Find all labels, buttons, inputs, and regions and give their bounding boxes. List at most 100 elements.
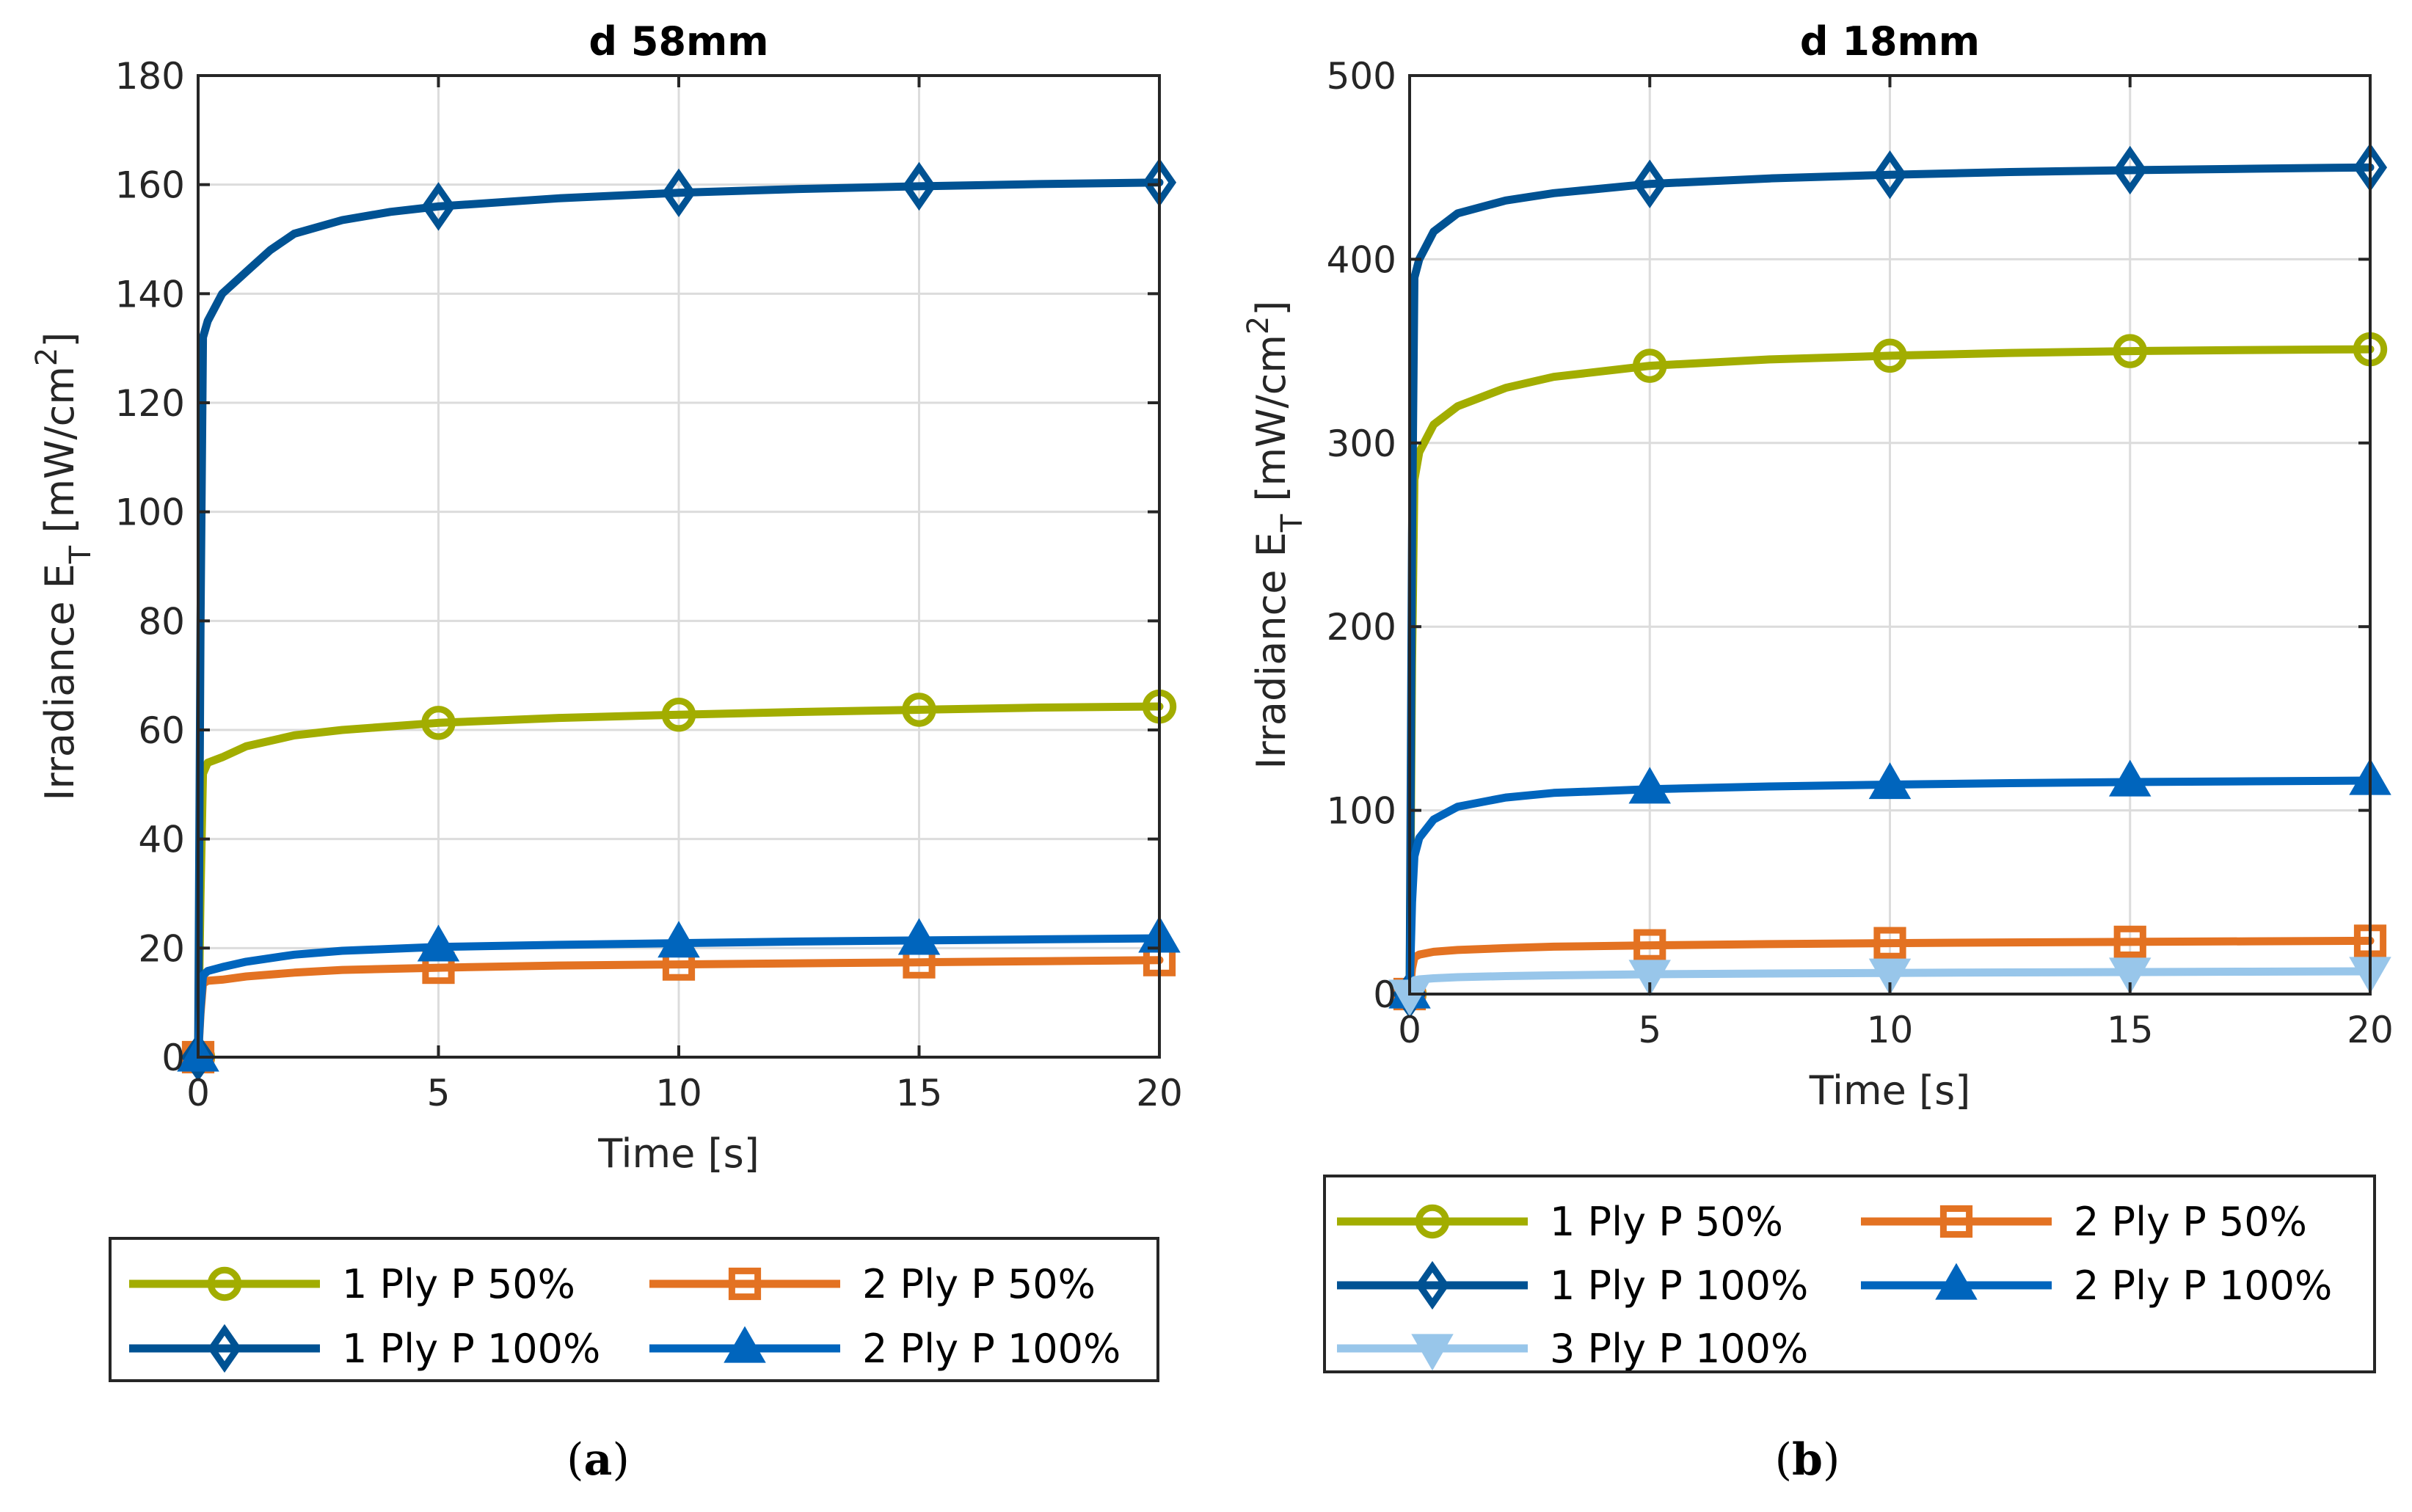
y-tick-label: 80 bbox=[138, 600, 185, 643]
legend-label: 1 Ply P 100% bbox=[1550, 1263, 1808, 1309]
x-tick-label: 0 bbox=[1398, 1009, 1421, 1051]
data-point bbox=[2113, 145, 2147, 195]
y-tick-label: 300 bbox=[1327, 423, 1396, 465]
x-tick-label: 20 bbox=[1136, 1072, 1183, 1114]
y-tick-label: 0 bbox=[1373, 974, 1396, 1016]
x-tick-label: 15 bbox=[896, 1072, 943, 1114]
legend-marker bbox=[1415, 1260, 1450, 1310]
legend-marker bbox=[207, 1266, 242, 1301]
data-point bbox=[421, 706, 456, 740]
legend-label: 2 Ply P 100% bbox=[862, 1326, 1121, 1372]
y-tick-label: 100 bbox=[1327, 790, 1396, 833]
panel-caption: (a) bbox=[566, 1434, 630, 1486]
legend-entry: 1 Ply P 50% bbox=[129, 1261, 575, 1307]
legend-entry: 1 Ply P 50% bbox=[1337, 1199, 1783, 1245]
series-line bbox=[1405, 163, 2375, 998]
x-axis-label: Time [s] bbox=[597, 1131, 759, 1177]
data-point bbox=[902, 161, 936, 211]
panel-caption: (b) bbox=[1775, 1434, 1840, 1486]
data-point bbox=[2113, 334, 2147, 368]
series-2-ply-p-100- bbox=[1388, 758, 2391, 1009]
legend-box bbox=[1323, 1175, 2376, 1373]
legend-marker bbox=[724, 1326, 766, 1363]
y-tick-label: 100 bbox=[115, 492, 185, 534]
chart-title: d 58mm bbox=[589, 18, 768, 65]
legend-marker bbox=[1935, 1263, 1978, 1300]
y-tick-label: 0 bbox=[161, 1037, 185, 1079]
legend-entry: 1 Ply P 100% bbox=[1337, 1260, 1808, 1310]
x-tick-label: 5 bbox=[1638, 1009, 1661, 1051]
data-point bbox=[2113, 925, 2146, 958]
data-point bbox=[902, 693, 936, 727]
legend-label: 1 Ply P 50% bbox=[342, 1261, 575, 1307]
x-tick-label: 10 bbox=[1867, 1009, 1914, 1051]
data-point bbox=[1633, 348, 1667, 383]
data-point bbox=[1873, 927, 1906, 960]
legend-entry: 1 Ply P 100% bbox=[129, 1323, 600, 1373]
data-point bbox=[417, 924, 460, 962]
legend: 1 Ply P 50% 2 Ply P 50% 1 Ply P 100% 2 Ply … bbox=[109, 1237, 1159, 1382]
x-tick-label: 15 bbox=[2107, 1009, 2154, 1051]
data-point bbox=[1628, 767, 1672, 804]
legend-marker bbox=[1415, 1204, 1450, 1239]
data-point bbox=[1873, 150, 1907, 200]
legend-entry: 2 Ply P 100% bbox=[1861, 1263, 2332, 1309]
legend-entry: 3 Ply P 100% bbox=[1337, 1326, 1808, 1372]
data-point bbox=[2108, 957, 2152, 995]
series-line bbox=[1405, 776, 2375, 998]
legend-label: 1 Ply P 100% bbox=[342, 1326, 600, 1372]
data-point bbox=[421, 182, 456, 231]
data-point bbox=[897, 918, 941, 955]
data-point bbox=[1628, 960, 1672, 997]
x-tick-label: 10 bbox=[655, 1072, 702, 1114]
chart-title: d 18mm bbox=[1800, 18, 1980, 65]
y-tick-label: 160 bbox=[115, 164, 185, 207]
series-line bbox=[1405, 936, 2375, 998]
y-tick-label: 40 bbox=[138, 819, 185, 861]
data-point bbox=[1873, 338, 1907, 373]
y-tick-label: 180 bbox=[115, 55, 185, 98]
data-point bbox=[2108, 759, 2152, 797]
data-point bbox=[657, 921, 700, 958]
y-tick-label: 400 bbox=[1327, 238, 1396, 281]
x-tick-label: 5 bbox=[427, 1072, 451, 1114]
legend-label: 2 Ply P 50% bbox=[862, 1261, 1096, 1307]
y-tick-label: 120 bbox=[115, 382, 185, 425]
legend-entry: 2 Ply P 50% bbox=[649, 1261, 1096, 1307]
series-line bbox=[194, 934, 1164, 1062]
legend-label: 3 Ply P 100% bbox=[1550, 1326, 1808, 1372]
series-line bbox=[194, 178, 1164, 1062]
legend-label: 2 Ply P 100% bbox=[2074, 1263, 2332, 1309]
x-tick-label: 0 bbox=[186, 1072, 210, 1114]
y-tick-label: 60 bbox=[138, 709, 185, 752]
y-tick-label: 20 bbox=[138, 927, 185, 970]
x-axis-label: Time [s] bbox=[1809, 1067, 1971, 1114]
data-point bbox=[661, 168, 696, 217]
y-tick-label: 140 bbox=[115, 273, 185, 315]
legend-label: 2 Ply P 50% bbox=[2074, 1199, 2307, 1245]
y-axis-label: Irradiance ET [mW/cm2] bbox=[30, 332, 98, 801]
legend-entry: 2 Ply P 100% bbox=[649, 1326, 1121, 1372]
data-point bbox=[1868, 958, 1912, 996]
data-point bbox=[1633, 929, 1666, 962]
y-tick-label: 200 bbox=[1327, 606, 1396, 649]
data-point bbox=[661, 697, 696, 732]
legend-entry: 2 Ply P 50% bbox=[1861, 1199, 2307, 1245]
panel-a: 0 5 10 15 20 0 20 40 60 80 100 120 140 160 180 d 58mm Ti… bbox=[30, 18, 1183, 1486]
data-point bbox=[1633, 159, 1667, 208]
legend-label: 1 Ply P 50% bbox=[1550, 1199, 1783, 1245]
y-tick-label: 500 bbox=[1327, 55, 1396, 98]
legend-box bbox=[109, 1237, 1159, 1382]
series-line bbox=[194, 702, 1164, 1062]
y-axis-label: Irradiance ET [mW/cm2] bbox=[1242, 301, 1309, 770]
legend: 1 Ply P 50% 2 Ply P 50% 1 Ply P 100% 2 Ply … bbox=[1323, 1175, 2376, 1373]
legend-marker bbox=[1411, 1334, 1454, 1371]
data-point bbox=[1868, 762, 1912, 800]
x-tick-label: 20 bbox=[2347, 1009, 2394, 1051]
legend-marker bbox=[728, 1267, 762, 1301]
legend-marker bbox=[207, 1323, 242, 1373]
series-2-ply-p-100- bbox=[177, 916, 1181, 1072]
legend-marker bbox=[1939, 1205, 1973, 1238]
